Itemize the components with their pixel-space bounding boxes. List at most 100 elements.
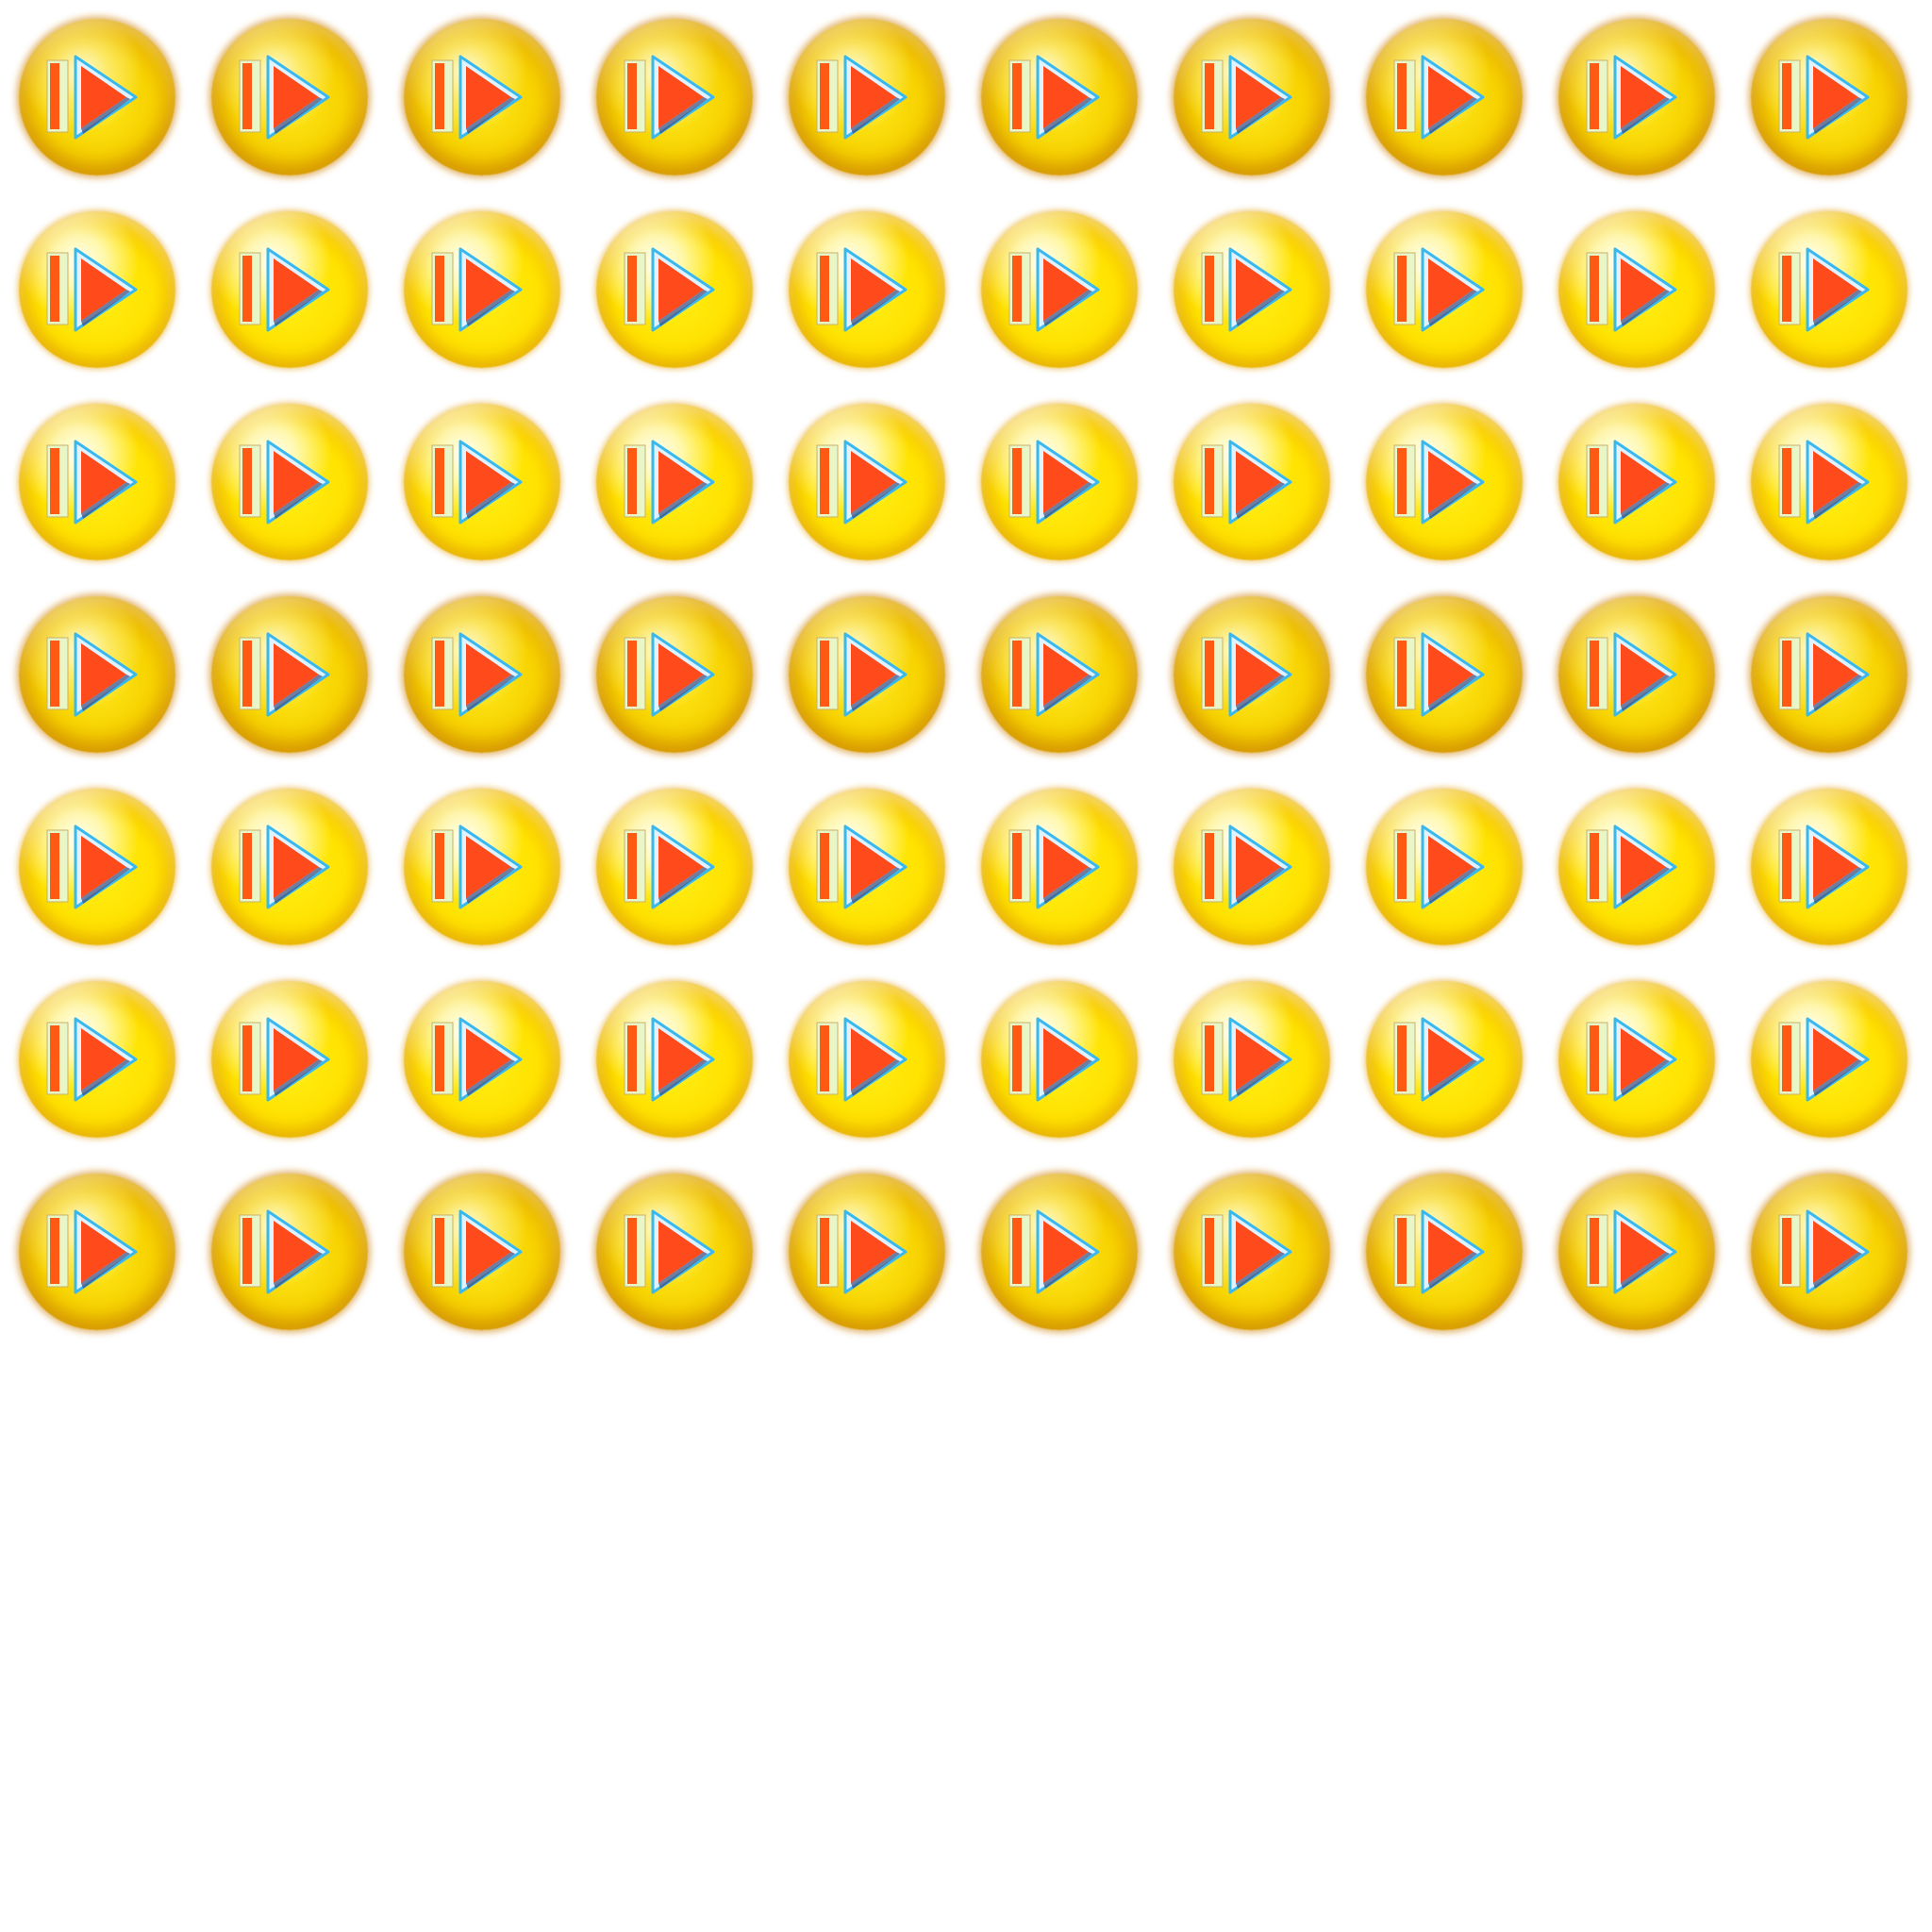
bar-shape <box>1397 641 1407 707</box>
triangle-shadow-shape <box>81 290 130 326</box>
triangle-shape <box>466 1221 511 1283</box>
sprite-cell <box>19 211 175 368</box>
sprite-cell <box>19 981 175 1138</box>
triangle-shape <box>1236 1221 1281 1283</box>
bar-shape <box>1205 448 1214 514</box>
triangle-shape <box>274 451 319 513</box>
triangle-shape <box>658 258 704 321</box>
sprite-cell <box>1174 211 1330 368</box>
bar-shape <box>1782 833 1791 899</box>
bar-shape <box>50 256 59 322</box>
triangle-shape <box>1621 643 1666 706</box>
triangle-shadow-shape <box>658 482 708 519</box>
sprite-cell <box>596 596 753 753</box>
sprite-cell <box>404 1174 560 1330</box>
triangle-shadow-shape <box>466 675 515 711</box>
play-glyph-icon <box>624 1209 715 1294</box>
triangle-shape <box>81 451 126 513</box>
triangle-shape <box>1236 643 1281 706</box>
play-glyph-icon <box>1201 440 1292 525</box>
play-glyph-icon <box>1778 1017 1870 1102</box>
bar-shape <box>820 1025 829 1091</box>
sprite-cell <box>1558 19 1715 175</box>
triangle-shadow-shape <box>466 1252 515 1289</box>
sprite-cell <box>789 596 945 753</box>
sprite-cell <box>1751 211 1907 368</box>
triangle-shadow-shape <box>1236 290 1285 326</box>
bar-shape <box>242 448 252 514</box>
triangle-shape <box>1813 258 1858 321</box>
play-glyph-icon <box>1393 1017 1485 1102</box>
triangle-shadow-shape <box>1621 482 1670 519</box>
play-glyph-icon <box>46 632 138 717</box>
play-glyph-icon <box>46 440 138 525</box>
triangle-shape <box>658 836 704 898</box>
bar-shape <box>1012 256 1022 322</box>
bar-shape <box>1397 833 1407 899</box>
triangle-shadow-shape <box>274 97 323 134</box>
triangle-shadow-shape <box>1428 290 1477 326</box>
bar-shape <box>1012 63 1022 129</box>
bar-shape <box>1590 1218 1599 1284</box>
play-glyph-icon <box>239 1209 330 1294</box>
play-glyph-icon <box>1586 824 1677 909</box>
triangle-shadow-shape <box>81 1252 130 1289</box>
play-glyph-icon <box>1008 440 1100 525</box>
triangle-shape <box>851 1028 896 1091</box>
bar-shape <box>1205 256 1214 322</box>
triangle-shadow-shape <box>466 290 515 326</box>
bar-shape <box>1590 641 1599 707</box>
play-glyph-icon <box>431 1209 523 1294</box>
triangle-shadow-shape <box>1043 482 1092 519</box>
triangle-shadow-shape <box>1813 97 1862 134</box>
triangle-shadow-shape <box>1043 1059 1092 1096</box>
triangle-shadow-shape <box>1043 867 1092 904</box>
bar-shape <box>820 833 829 899</box>
triangle-shape <box>658 1028 704 1091</box>
triangle-shape <box>1428 1221 1474 1283</box>
triangle-shape <box>1236 258 1281 321</box>
sprite-cell <box>404 19 560 175</box>
triangle-shadow-shape <box>1236 867 1285 904</box>
sprite-cell <box>404 404 560 560</box>
triangle-shape <box>274 258 319 321</box>
sprite-cell <box>1174 1174 1330 1330</box>
triangle-shape <box>1043 258 1089 321</box>
bar-shape <box>627 1218 637 1284</box>
triangle-shape <box>1621 1221 1666 1283</box>
play-glyph-icon <box>816 1017 908 1102</box>
bar-shape <box>1782 256 1791 322</box>
triangle-shape <box>1621 836 1666 898</box>
triangle-shape <box>658 451 704 513</box>
sprite-cell <box>981 19 1138 175</box>
play-glyph-icon <box>1778 824 1870 909</box>
sprite-cell <box>19 19 175 175</box>
play-glyph-icon <box>1201 1209 1292 1294</box>
sprite-cell <box>404 596 560 753</box>
sprite-cell <box>596 789 753 945</box>
bar-shape <box>820 1218 829 1284</box>
play-glyph-icon <box>624 55 715 140</box>
play-glyph-icon <box>1008 247 1100 332</box>
sprite-cell <box>1174 981 1330 1138</box>
sprite-cell <box>1751 981 1907 1138</box>
triangle-shadow-shape <box>851 1059 900 1096</box>
sprite-cell <box>981 404 1138 560</box>
triangle-shape <box>1236 66 1281 128</box>
sprite-cell <box>789 404 945 560</box>
sprite-cell <box>596 211 753 368</box>
sprite-cell <box>19 1174 175 1330</box>
bar-shape <box>242 256 252 322</box>
sprite-cell <box>1558 404 1715 560</box>
bar-shape <box>1397 256 1407 322</box>
bar-shape <box>242 63 252 129</box>
play-glyph-icon <box>624 247 715 332</box>
play-glyph-icon <box>816 247 908 332</box>
triangle-shadow-shape <box>1428 675 1477 711</box>
bar-shape <box>1012 1025 1022 1091</box>
triangle-shadow-shape <box>1236 675 1285 711</box>
play-glyph-icon <box>816 632 908 717</box>
triangle-shape <box>1428 1028 1474 1091</box>
play-glyph-icon <box>1008 824 1100 909</box>
bar-shape <box>1782 448 1791 514</box>
